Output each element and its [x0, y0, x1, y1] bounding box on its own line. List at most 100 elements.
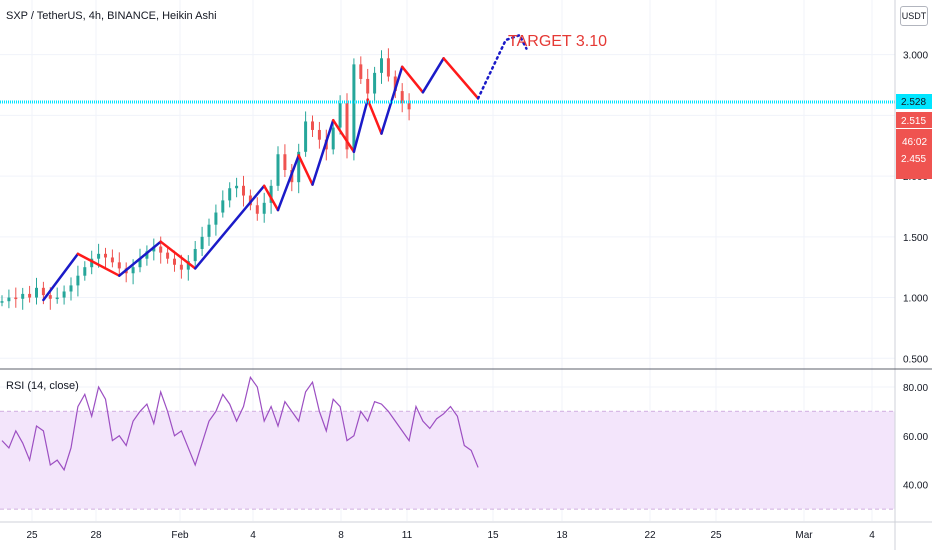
candle-body [304, 121, 308, 152]
candle-body [159, 246, 163, 253]
candle-body [7, 297, 11, 302]
price-line-label-text: 2.528 [901, 97, 926, 108]
candle-body [297, 151, 301, 183]
time-tick-label: Feb [171, 530, 189, 541]
candle-body [276, 154, 280, 186]
candle-body [331, 127, 335, 150]
time-tick-label: 8 [338, 530, 344, 541]
candle-body [221, 200, 225, 213]
zigzag-up-leg[interactable] [352, 98, 369, 154]
rsi-line[interactable] [1, 375, 479, 472]
candle-body [235, 185, 239, 189]
candle-body [407, 103, 411, 110]
candle-body [131, 267, 135, 274]
candle-body [104, 253, 107, 258]
close-price-label: 2.515 [896, 112, 932, 128]
time-tick-label: 15 [487, 530, 499, 541]
zigzag-up-leg[interactable] [311, 118, 335, 186]
time-tick-label: 25 [26, 530, 38, 541]
candle-body [338, 103, 342, 128]
candle-body [138, 258, 142, 268]
candle-body [145, 251, 149, 259]
zigzag-up-leg[interactable] [421, 57, 445, 94]
time-tick-label: 25 [710, 530, 722, 541]
candle-body [152, 246, 156, 252]
zigzag-down-leg[interactable] [297, 154, 314, 186]
target-annotation: TARGET 3.10 [508, 33, 607, 50]
zigzag-down-leg[interactable] [262, 184, 280, 212]
candle-body [186, 261, 190, 270]
zigzag-up-leg[interactable] [42, 252, 80, 302]
candle-body [55, 297, 59, 300]
zigzag-down-leg[interactable] [366, 98, 383, 135]
rsi-tick-label: 60.00 [903, 432, 928, 443]
countdown-text: 46:02 [902, 137, 927, 148]
close-price-text: 2.515 [901, 116, 926, 127]
zigzag-up-leg[interactable] [118, 240, 162, 277]
zigzag-down-leg[interactable] [159, 240, 197, 270]
candle-body [28, 293, 32, 298]
zigzag-up-leg[interactable] [276, 154, 300, 212]
candle-body [0, 301, 4, 303]
candle-body [228, 188, 232, 201]
zigzag-up-leg[interactable] [380, 65, 404, 135]
candle-body [166, 252, 170, 259]
candle-body [41, 287, 45, 296]
candle-body [97, 253, 101, 259]
candle-body [242, 185, 245, 196]
time-tick-label: Mar [795, 530, 813, 541]
candle-body [386, 58, 390, 77]
candle-body [269, 185, 273, 203]
candle-body [200, 236, 204, 249]
candle-body [179, 264, 183, 270]
rsi-tick-label: 40.00 [903, 480, 928, 491]
price-tick-label: 1.000 [903, 294, 928, 305]
countdown-label: 46:02 2.455 [896, 129, 932, 179]
candle-body [255, 205, 259, 214]
candle-body [69, 285, 73, 292]
rsi-legend[interactable]: RSI (14, close) [6, 380, 79, 392]
price-tick-label: 0.500 [903, 354, 928, 365]
candle-body [90, 258, 94, 268]
candle-body [400, 91, 404, 104]
zigzag-down-leg[interactable] [442, 57, 480, 100]
candle-body [393, 76, 397, 92]
zigzag-up-leg[interactable] [193, 184, 266, 270]
candle-body [62, 291, 66, 298]
low-price-text: 2.455 [901, 154, 926, 165]
price-line-label: 2.528 [896, 94, 932, 109]
price-tick-label: 3.000 [903, 51, 928, 62]
candle-body [214, 212, 218, 225]
candle-body [366, 78, 370, 94]
candle-body [262, 202, 266, 214]
zigzag-down-leg[interactable] [331, 118, 356, 154]
candle-body [359, 64, 363, 79]
time-tick-label: 18 [556, 530, 568, 541]
price-tick-label: 1.500 [903, 233, 928, 244]
candle-body [35, 287, 38, 298]
candle-body [345, 103, 349, 150]
target-projection-path[interactable] [476, 33, 528, 100]
zigzag-down-leg[interactable] [400, 65, 425, 94]
time-tick-label: 28 [90, 530, 102, 541]
zigzag-down-leg[interactable] [76, 252, 121, 277]
candle-body [173, 258, 176, 265]
currency-button[interactable]: USDT [900, 6, 928, 26]
candle-body [311, 121, 314, 130]
candle-body [21, 293, 25, 299]
candle-body [110, 257, 114, 263]
candle-body [352, 64, 356, 150]
candle-body [83, 267, 87, 276]
candle-body [117, 262, 121, 269]
candle-body [193, 248, 197, 262]
time-tick-label: 4 [869, 530, 875, 541]
candle-body [380, 58, 383, 73]
candle-body [207, 224, 211, 237]
candle-body [76, 275, 80, 286]
candle-body [48, 295, 52, 299]
time-tick-label: 22 [644, 530, 656, 541]
candle-body [14, 297, 18, 300]
symbol-legend[interactable]: SXP / TetherUS, 4h, BINANCE, Heikin Ashi [6, 10, 217, 22]
